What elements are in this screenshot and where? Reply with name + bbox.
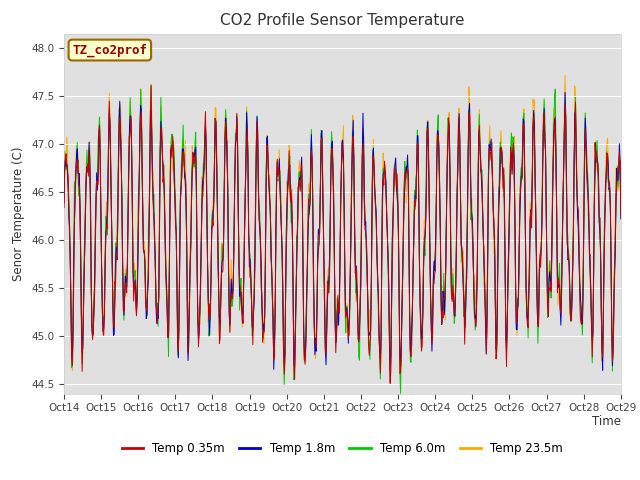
- Title: CO2 Profile Sensor Temperature: CO2 Profile Sensor Temperature: [220, 13, 465, 28]
- Legend: Temp 0.35m, Temp 1.8m, Temp 6.0m, Temp 23.5m: Temp 0.35m, Temp 1.8m, Temp 6.0m, Temp 2…: [117, 437, 568, 460]
- Text: TZ_co2prof: TZ_co2prof: [72, 43, 147, 57]
- X-axis label: Time: Time: [592, 415, 621, 428]
- Y-axis label: Senor Temperature (C): Senor Temperature (C): [12, 146, 26, 281]
